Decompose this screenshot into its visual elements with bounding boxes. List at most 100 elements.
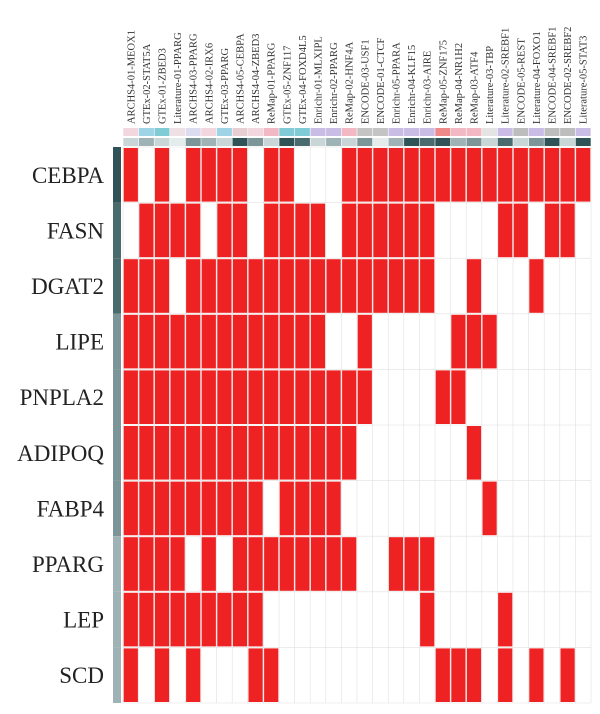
column-annotation-bottom xyxy=(170,138,186,146)
row-labels: CEBPA FASN DGAT2 LIPE PNPLA2 ADIPOQ FABP4 PPARG… xyxy=(17,163,104,688)
heatmap-cell xyxy=(404,148,419,202)
heatmap-cell xyxy=(373,203,388,258)
heatmap-cell xyxy=(529,648,544,702)
column-annotation-bottom xyxy=(544,138,560,146)
heatmap-cell xyxy=(264,648,279,702)
heatmap-cell xyxy=(248,426,263,480)
heatmap-cell xyxy=(248,259,263,313)
heatmap-cell xyxy=(560,648,575,702)
heatmap-cell xyxy=(420,592,435,647)
column-annotation-bottom xyxy=(232,138,248,146)
heatmap-cell xyxy=(170,426,185,480)
column-label: ENCODE-01-CTCF xyxy=(376,38,387,124)
heatmap-cell xyxy=(404,259,419,313)
row-annotation xyxy=(113,425,121,481)
row-annotation xyxy=(113,258,121,314)
column-annotation-bottom xyxy=(357,138,373,146)
column-label: Enrichr-05-PPARA xyxy=(392,42,403,124)
heatmap-cell xyxy=(342,203,357,258)
column-annotation-top xyxy=(497,128,513,136)
column-annotation-bottom xyxy=(123,138,139,146)
heatmap-cell xyxy=(498,148,513,202)
heatmap-cell xyxy=(201,370,216,424)
column-label: Enrichr-02-PPARG xyxy=(329,42,340,124)
column-annotation-top xyxy=(435,128,451,136)
column-annotation-bars xyxy=(123,128,591,146)
heatmap-cell xyxy=(186,481,201,536)
row-annotation xyxy=(113,369,121,425)
heatmap-cells xyxy=(123,148,591,702)
heatmap-cell xyxy=(248,648,263,702)
heatmap-cell xyxy=(388,537,404,591)
column-annotation-bottom xyxy=(201,138,217,146)
heatmap-cell xyxy=(295,426,310,480)
column-annotation-bottom xyxy=(279,138,295,146)
column-annotation-top xyxy=(294,128,310,136)
column-label: Enrichr-01-MLXIPL xyxy=(314,36,325,124)
column-label: Literature-02-SREBF1 xyxy=(501,28,512,124)
heatmap-cell xyxy=(154,203,170,258)
column-annotation-bottom xyxy=(341,138,357,146)
column-label: ReMap-03-ATF4 xyxy=(470,51,481,124)
heatmap-cell xyxy=(451,148,466,202)
heatmap-cell xyxy=(232,426,248,480)
heatmap-cell xyxy=(264,259,279,313)
heatmap-cell xyxy=(342,426,357,480)
heatmap-cell xyxy=(154,148,170,202)
column-label: ARCHS4-02-IRX6 xyxy=(204,43,215,124)
column-label: ENCODE-04-SREBF1 xyxy=(548,27,559,124)
heatmap-cell xyxy=(201,148,216,202)
row-annotation xyxy=(113,647,121,703)
heatmap-cell xyxy=(217,148,232,202)
heatmap-cell xyxy=(123,314,138,369)
heatmap-cell xyxy=(232,537,248,591)
column-annotation-top xyxy=(279,128,295,136)
heatmap-cell xyxy=(420,259,435,313)
heatmap-cell xyxy=(404,203,419,258)
heatmap-cell xyxy=(186,426,201,480)
column-annotation-bottom xyxy=(216,138,232,146)
heatmap-cell xyxy=(466,148,482,202)
heatmap-cell xyxy=(201,592,216,647)
heatmap-cell xyxy=(310,259,326,313)
heatmap-cell xyxy=(201,314,216,369)
heatmap-cell xyxy=(560,148,575,202)
column-label: Literature-03-TBP xyxy=(485,46,496,124)
heatmap-cell xyxy=(248,537,263,591)
heatmap-cell xyxy=(217,370,232,424)
heatmap-cell xyxy=(279,148,294,202)
column-annotation-top xyxy=(326,128,342,136)
heatmap-cell xyxy=(170,370,185,424)
heatmap-cell xyxy=(154,259,170,313)
column-annotation-top xyxy=(154,128,170,136)
column-label: ENCODE-02-SREBF2 xyxy=(563,27,574,124)
heatmap-cell xyxy=(170,592,185,647)
heatmap-cell xyxy=(388,148,404,202)
column-annotation-bottom xyxy=(450,138,466,146)
row-label: CEBPA xyxy=(32,163,104,188)
column-annotation-top xyxy=(513,128,529,136)
heatmap-cell xyxy=(357,259,372,313)
column-annotation-top xyxy=(170,128,186,136)
heatmap-cell xyxy=(201,481,216,536)
row-label: LIPE xyxy=(55,330,104,355)
heatmap-cell xyxy=(123,537,138,591)
heatmap-cell xyxy=(123,481,138,536)
column-annotation-bottom xyxy=(435,138,451,146)
heatmap-cell xyxy=(264,426,279,480)
heatmap-cell xyxy=(326,537,341,591)
heatmap-cell xyxy=(154,592,170,647)
column-annotation-top xyxy=(372,128,388,136)
heatmap-cell xyxy=(279,203,294,258)
column-annotation-top xyxy=(544,128,560,136)
heatmap-cell xyxy=(201,259,216,313)
column-annotation-top xyxy=(185,128,201,136)
column-label: GTEx-02-STAT5A xyxy=(142,43,153,124)
row-annotation xyxy=(113,536,121,592)
column-annotation-top xyxy=(528,128,544,136)
column-annotation-bottom xyxy=(326,138,342,146)
heatmap-cell xyxy=(295,203,310,258)
heatmap-cell xyxy=(232,481,248,536)
row-label: SCD xyxy=(59,663,104,688)
